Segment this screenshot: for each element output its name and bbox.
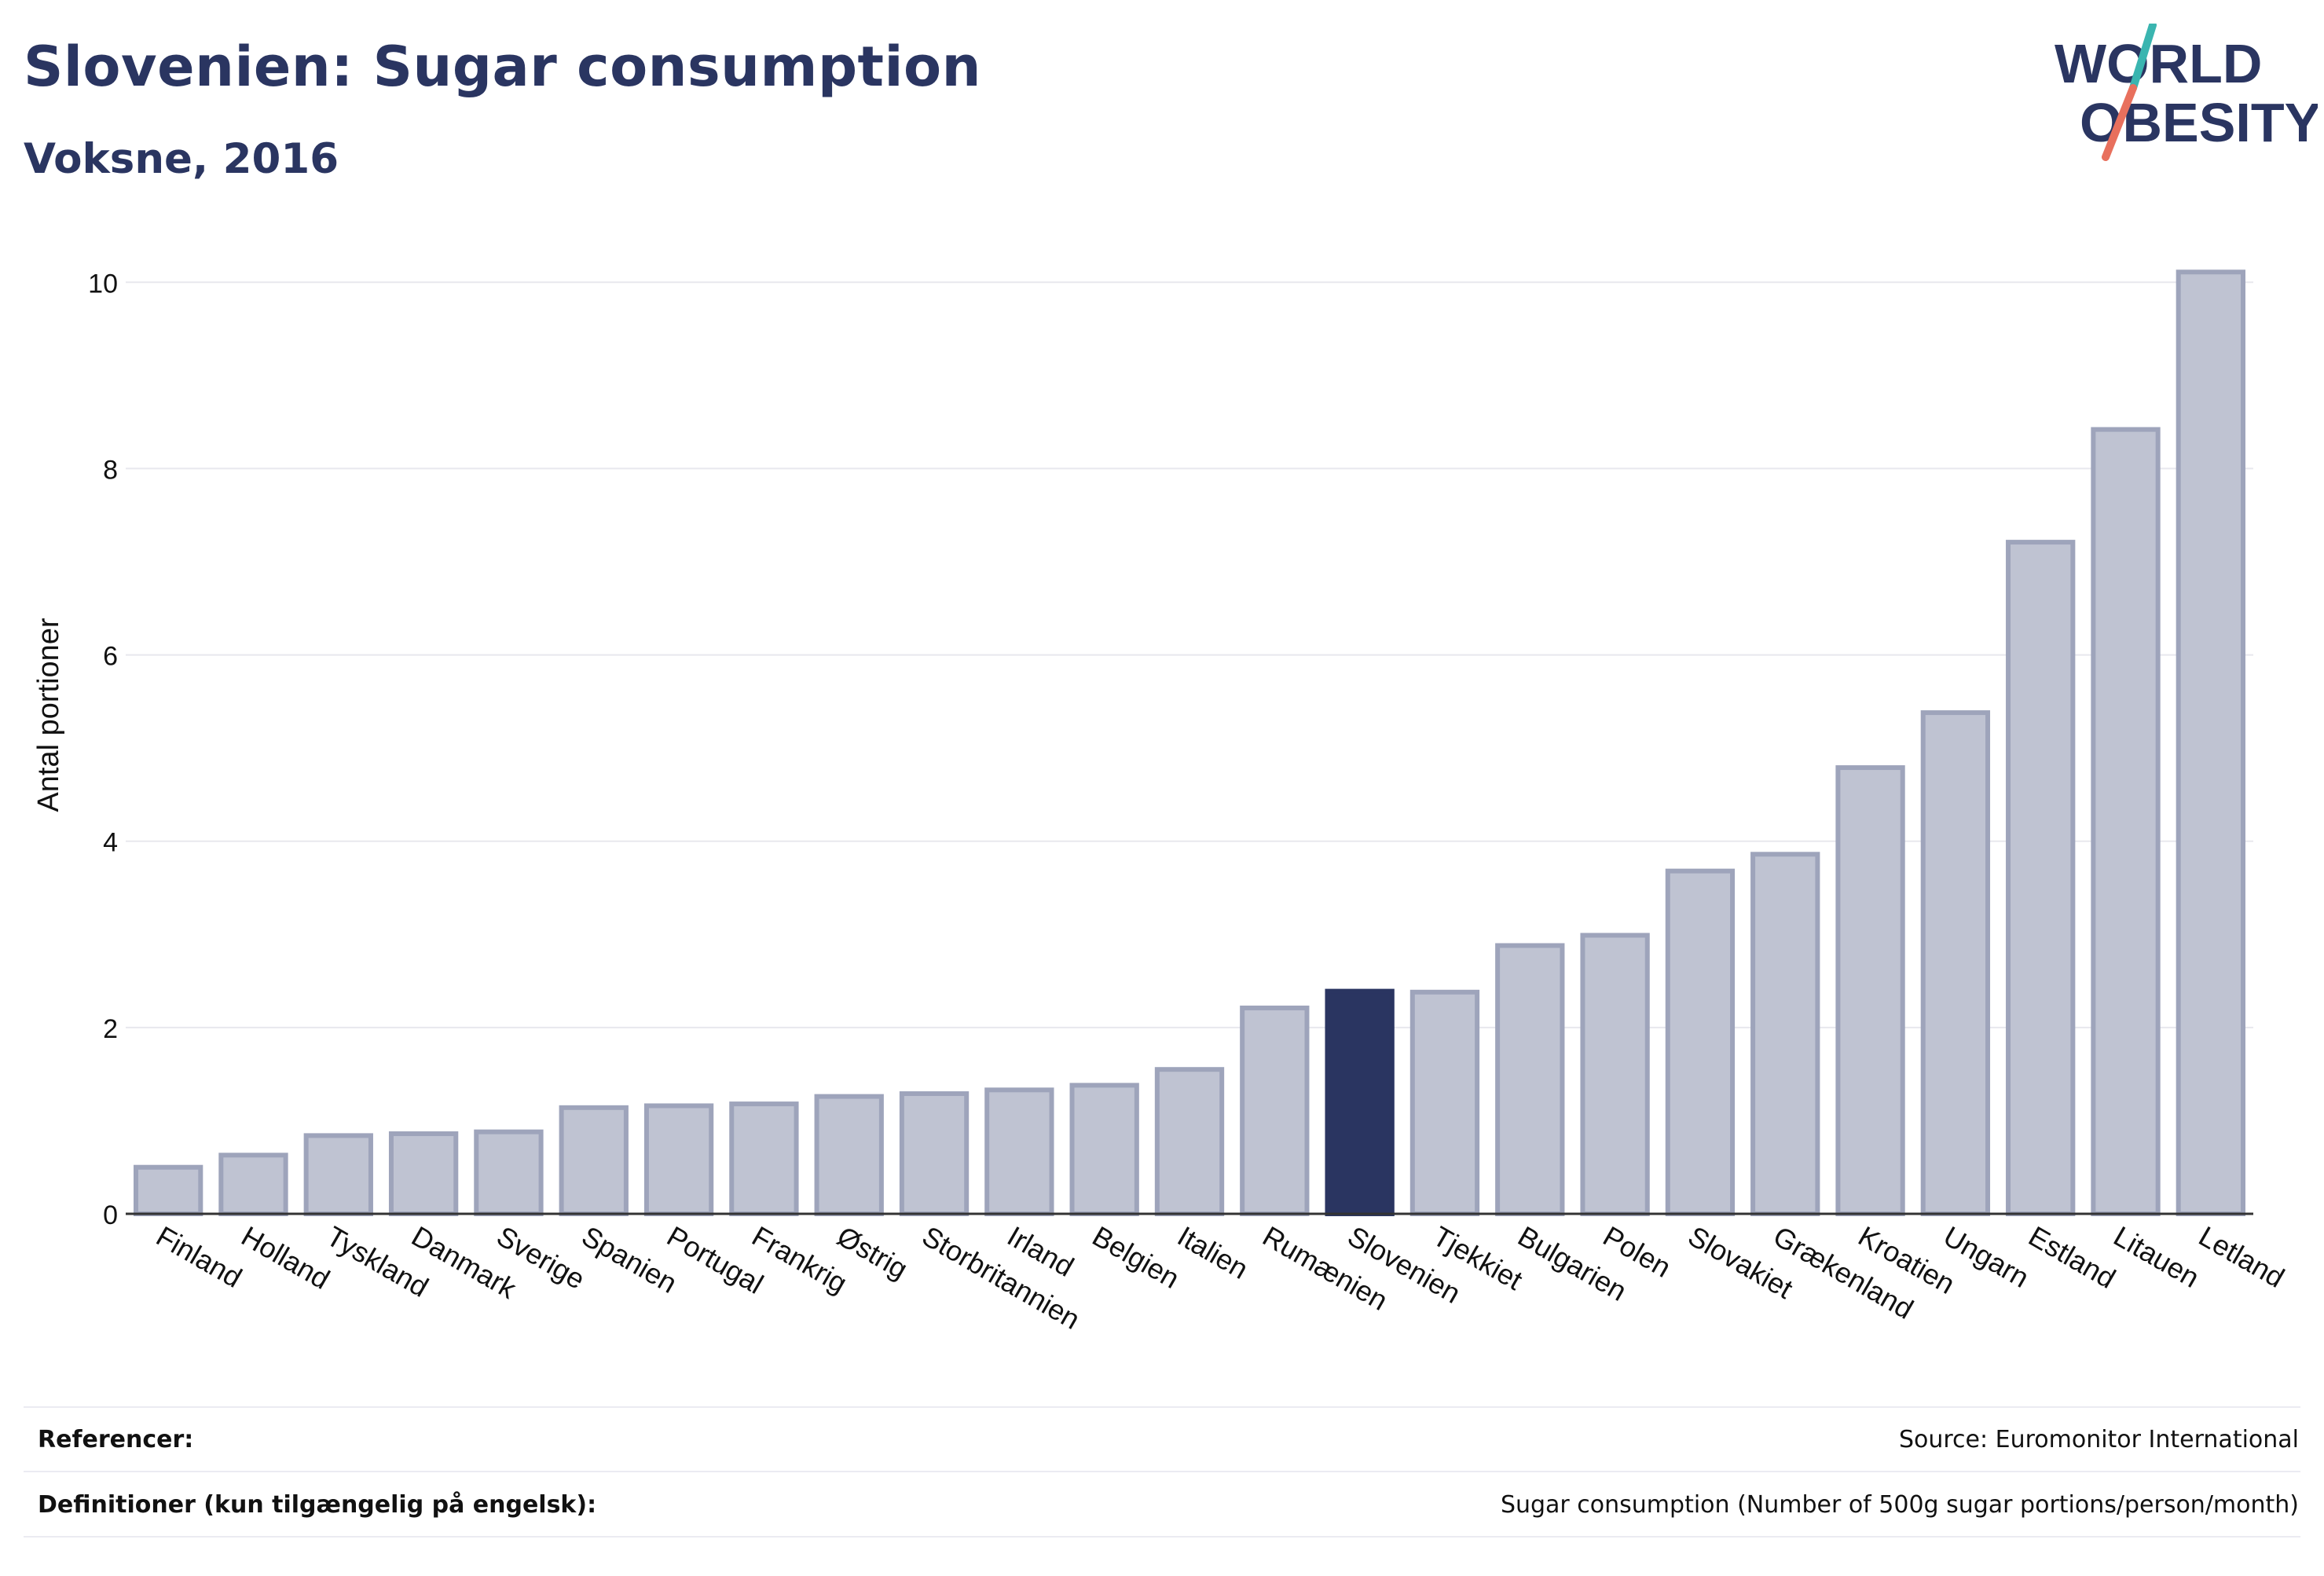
chart-subtitle: Voksne, 2016 <box>24 135 339 183</box>
bar-storbritannien <box>899 1091 970 1216</box>
y-tick-label: 6 <box>103 642 118 672</box>
bar-irland <box>984 1087 1054 1217</box>
bar-østrig <box>814 1094 884 1216</box>
x-tick-label: Frankrig <box>746 1219 852 1299</box>
bar-finland <box>133 1164 203 1216</box>
bar-frankrig <box>729 1101 799 1216</box>
bar-rumænien <box>1240 1005 1310 1216</box>
bar-holland <box>218 1153 288 1217</box>
bar-spanien <box>559 1105 629 1217</box>
bar-bulgarien <box>1495 943 1565 1216</box>
x-tick-label: Finland <box>151 1219 247 1294</box>
chart-title: Slovenien: Sugar consumption <box>24 35 981 99</box>
bar-estland <box>2006 540 2076 1216</box>
x-tick-label: Estland <box>2023 1219 2121 1295</box>
world-obesity-logo: WORLD OBESITY <box>2055 24 2318 161</box>
bar-sverige <box>474 1129 544 1216</box>
bar-grækenland <box>1750 852 1820 1217</box>
bar-ungarn <box>1920 710 1991 1216</box>
bar-tyskland <box>303 1133 373 1217</box>
definitions-value: Sugar consumption (Number of 500g sugar … <box>1500 1491 2299 1519</box>
bar-kroatien <box>1835 765 1905 1216</box>
bar-litauen <box>2091 427 2161 1216</box>
x-tick-labels: FinlandHollandTysklandDanmarkSverigeSpan… <box>151 1219 2289 1336</box>
logo-coral-slash <box>2102 84 2137 161</box>
logo-word-world: WORLD <box>2055 33 2262 94</box>
logo-teal-slash <box>2129 24 2157 92</box>
references-value: Source: Euromonitor International <box>1898 1426 2299 1453</box>
definitions-label: Definitioner (kun tilgængelig på engelsk… <box>38 1491 597 1519</box>
bar-chart: 0 2 4 6 8 10 FinlandHollandTysklandDanmarkSve… <box>32 269 2290 1336</box>
bar-italien <box>1154 1067 1225 1216</box>
x-tick-label: Litauen <box>2109 1219 2205 1294</box>
bar-danmark <box>388 1131 459 1216</box>
x-tick-label: Italien <box>1172 1219 1254 1285</box>
y-tick-label: 0 <box>103 1200 118 1230</box>
bar-portugal <box>643 1103 714 1217</box>
bar-slovakiet <box>1665 868 1736 1216</box>
x-tick-label: Spanien <box>577 1219 683 1299</box>
bar-letland <box>2176 269 2246 1217</box>
x-tick-label: Holland <box>236 1219 335 1296</box>
y-tick-label: 2 <box>103 1014 118 1044</box>
bar-slovenien <box>1325 988 1395 1216</box>
y-tick-labels: 0 2 4 6 8 10 <box>88 269 118 1230</box>
bar-polen <box>1580 933 1650 1216</box>
bar-belgien <box>1069 1083 1139 1217</box>
footer-divider-middle <box>24 1471 2300 1472</box>
y-tick-label: 10 <box>88 269 118 299</box>
x-tick-label: Belgien <box>1087 1219 1186 1295</box>
footer-divider-top <box>24 1406 2300 1408</box>
y-tick-label: 4 <box>103 828 118 858</box>
bar-layer <box>126 269 2253 1217</box>
references-label: Referencer: <box>38 1426 194 1453</box>
y-tick-label: 8 <box>103 455 118 485</box>
footer-divider-bottom <box>24 1536 2300 1538</box>
x-tick-label: Portugal <box>662 1219 769 1300</box>
y-axis-label: Antal portioner <box>32 618 65 812</box>
bar-tjekkiet <box>1409 989 1480 1217</box>
x-tick-label: Letland <box>2194 1219 2290 1294</box>
